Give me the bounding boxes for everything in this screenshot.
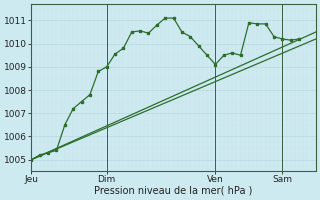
X-axis label: Pression niveau de la mer( hPa ): Pression niveau de la mer( hPa ) <box>94 186 253 196</box>
